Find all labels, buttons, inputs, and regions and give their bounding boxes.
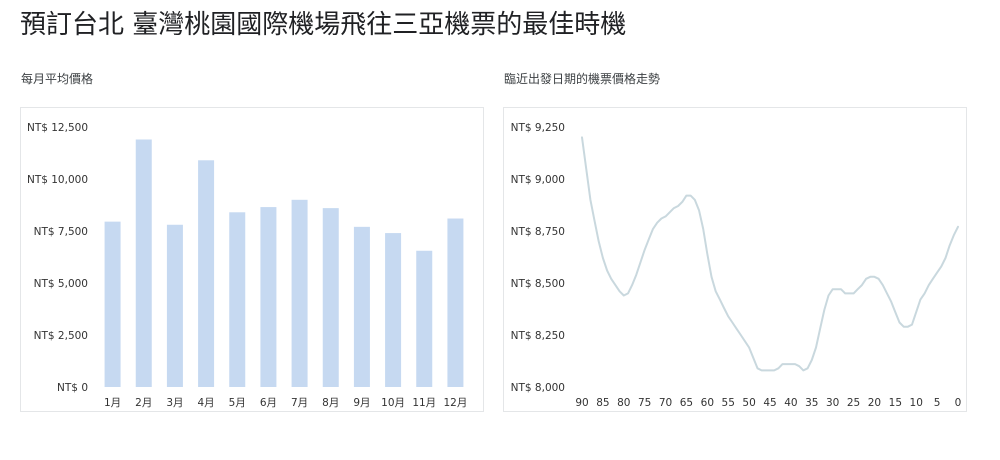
y-tick-label: NT$ 5,000 <box>34 278 88 290</box>
page-title: 預訂台北 臺灣桃園國際機場飛往三亞機票的最佳時機 <box>20 10 627 40</box>
x-tick-label: 50 <box>742 397 755 409</box>
x-tick-label: 45 <box>763 397 776 409</box>
x-tick-label: 30 <box>826 397 839 409</box>
x-tick-label: 70 <box>659 397 672 409</box>
x-tick-label: 3月 <box>166 397 183 409</box>
x-tick-label: 5月 <box>229 397 246 409</box>
y-tick-label: NT$ 0 <box>57 382 88 394</box>
price-trend-line-chart: NT$ 8,000 NT$ 8,250 NT$ 8,500 NT$ 8,750 NT$ … <box>511 122 962 409</box>
monthly-price-chart-card: NT$ 0 NT$ 2,500 NT$ 5,000 NT$ 7,500 NT$ 10,0… <box>20 107 484 412</box>
x-tick-label: 75 <box>638 397 651 409</box>
bar-9月 <box>353 226 370 387</box>
x-tick-label: 8月 <box>322 397 339 409</box>
x-tick-label: 25 <box>847 397 860 409</box>
bar-4月 <box>198 160 215 387</box>
y-tick-label: NT$ 7,500 <box>34 226 88 238</box>
x-tick-label: 5 <box>934 397 941 409</box>
x-tick-label: 2月 <box>135 397 152 409</box>
x-tick-label: 85 <box>596 397 609 409</box>
x-tick-label: 10 <box>910 397 923 409</box>
x-tick-label: 1月 <box>104 397 121 409</box>
trend-chart-title: 臨近出發日期的機票價格走勢 <box>504 72 661 86</box>
y-tick-label: NT$ 9,000 <box>511 174 565 186</box>
y-tick-label: NT$ 12,500 <box>27 122 88 134</box>
x-tick-label: 0 <box>955 397 962 409</box>
bar-5月 <box>229 212 246 387</box>
trend-chart-card: NT$ 8,000 NT$ 8,250 NT$ 8,500 NT$ 8,750 NT$ … <box>503 107 967 412</box>
bar-3月 <box>166 224 183 387</box>
price-trend-line <box>581 136 959 372</box>
x-tick-label: 40 <box>784 397 797 409</box>
x-tick-label: 7月 <box>291 397 308 409</box>
x-tick-label: 11月 <box>412 397 436 409</box>
bar-8月 <box>322 208 339 387</box>
bar-10月 <box>385 233 402 387</box>
x-tick-label: 4月 <box>197 397 214 409</box>
bar-6月 <box>260 207 277 387</box>
x-tick-label: 10月 <box>381 397 405 409</box>
x-tick-label: 6月 <box>260 397 277 409</box>
x-tick-label: 15 <box>889 397 902 409</box>
y-tick-label: NT$ 8,750 <box>511 226 565 238</box>
bar-7月 <box>291 199 308 387</box>
bar-11月 <box>416 250 433 387</box>
monthly-price-bar-chart: NT$ 0 NT$ 2,500 NT$ 5,000 NT$ 7,500 NT$ 10,0… <box>27 122 467 409</box>
x-tick-label: 12月 <box>443 397 467 409</box>
x-tick-label: 65 <box>680 397 693 409</box>
monthly-price-chart-title: 每月平均價格 <box>21 72 94 86</box>
bar-2月 <box>135 139 152 387</box>
y-tick-label: NT$ 9,250 <box>511 122 565 134</box>
bar-12月 <box>447 218 464 387</box>
x-tick-label: 60 <box>701 397 714 409</box>
x-tick-label: 35 <box>805 397 818 409</box>
x-tick-label: 80 <box>617 397 630 409</box>
y-tick-label: NT$ 2,500 <box>34 330 88 342</box>
y-tick-label: NT$ 8,000 <box>511 382 565 394</box>
bar-1月 <box>104 221 121 387</box>
x-tick-label: 90 <box>575 397 588 409</box>
y-tick-label: NT$ 8,250 <box>511 330 565 342</box>
y-tick-label: NT$ 10,000 <box>27 174 88 186</box>
x-tick-label: 20 <box>868 397 881 409</box>
x-tick-label: 9月 <box>353 397 370 409</box>
x-tick-label: 55 <box>722 397 735 409</box>
y-tick-label: NT$ 8,500 <box>511 278 565 290</box>
